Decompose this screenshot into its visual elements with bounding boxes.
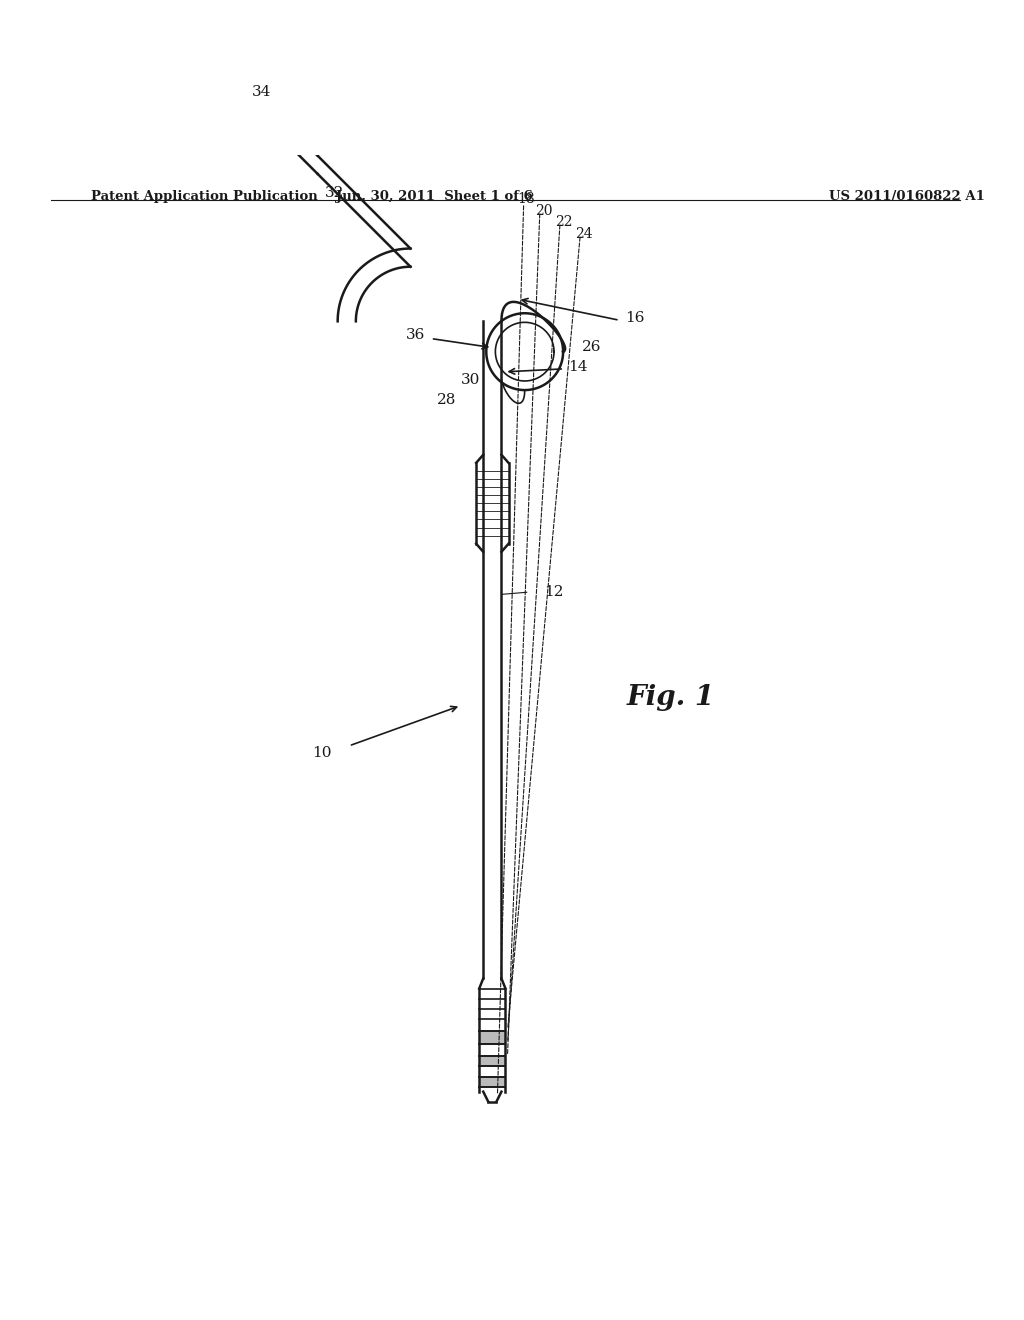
Text: 30: 30 bbox=[461, 374, 480, 387]
Text: 26: 26 bbox=[582, 339, 601, 354]
Bar bbox=[479, 1077, 506, 1086]
Text: 12: 12 bbox=[545, 585, 564, 599]
Text: 32: 32 bbox=[325, 186, 344, 199]
Text: 34: 34 bbox=[252, 84, 271, 99]
Text: Patent Application Publication: Patent Application Publication bbox=[91, 190, 317, 203]
Text: 16: 16 bbox=[625, 312, 645, 325]
Bar bbox=[479, 1031, 506, 1044]
Text: US 2011/0160822 A1: US 2011/0160822 A1 bbox=[829, 190, 985, 203]
Text: 28: 28 bbox=[437, 393, 457, 407]
Text: 14: 14 bbox=[568, 360, 588, 374]
Text: 20: 20 bbox=[536, 205, 553, 218]
Text: 18: 18 bbox=[517, 191, 535, 206]
Text: Fig. 1: Fig. 1 bbox=[627, 685, 715, 711]
Text: Jun. 30, 2011  Sheet 1 of 6: Jun. 30, 2011 Sheet 1 of 6 bbox=[336, 190, 534, 203]
Text: 10: 10 bbox=[311, 746, 331, 760]
Bar bbox=[479, 1056, 506, 1067]
Text: 22: 22 bbox=[555, 215, 572, 230]
Text: 36: 36 bbox=[406, 329, 425, 342]
Text: 24: 24 bbox=[575, 227, 593, 242]
